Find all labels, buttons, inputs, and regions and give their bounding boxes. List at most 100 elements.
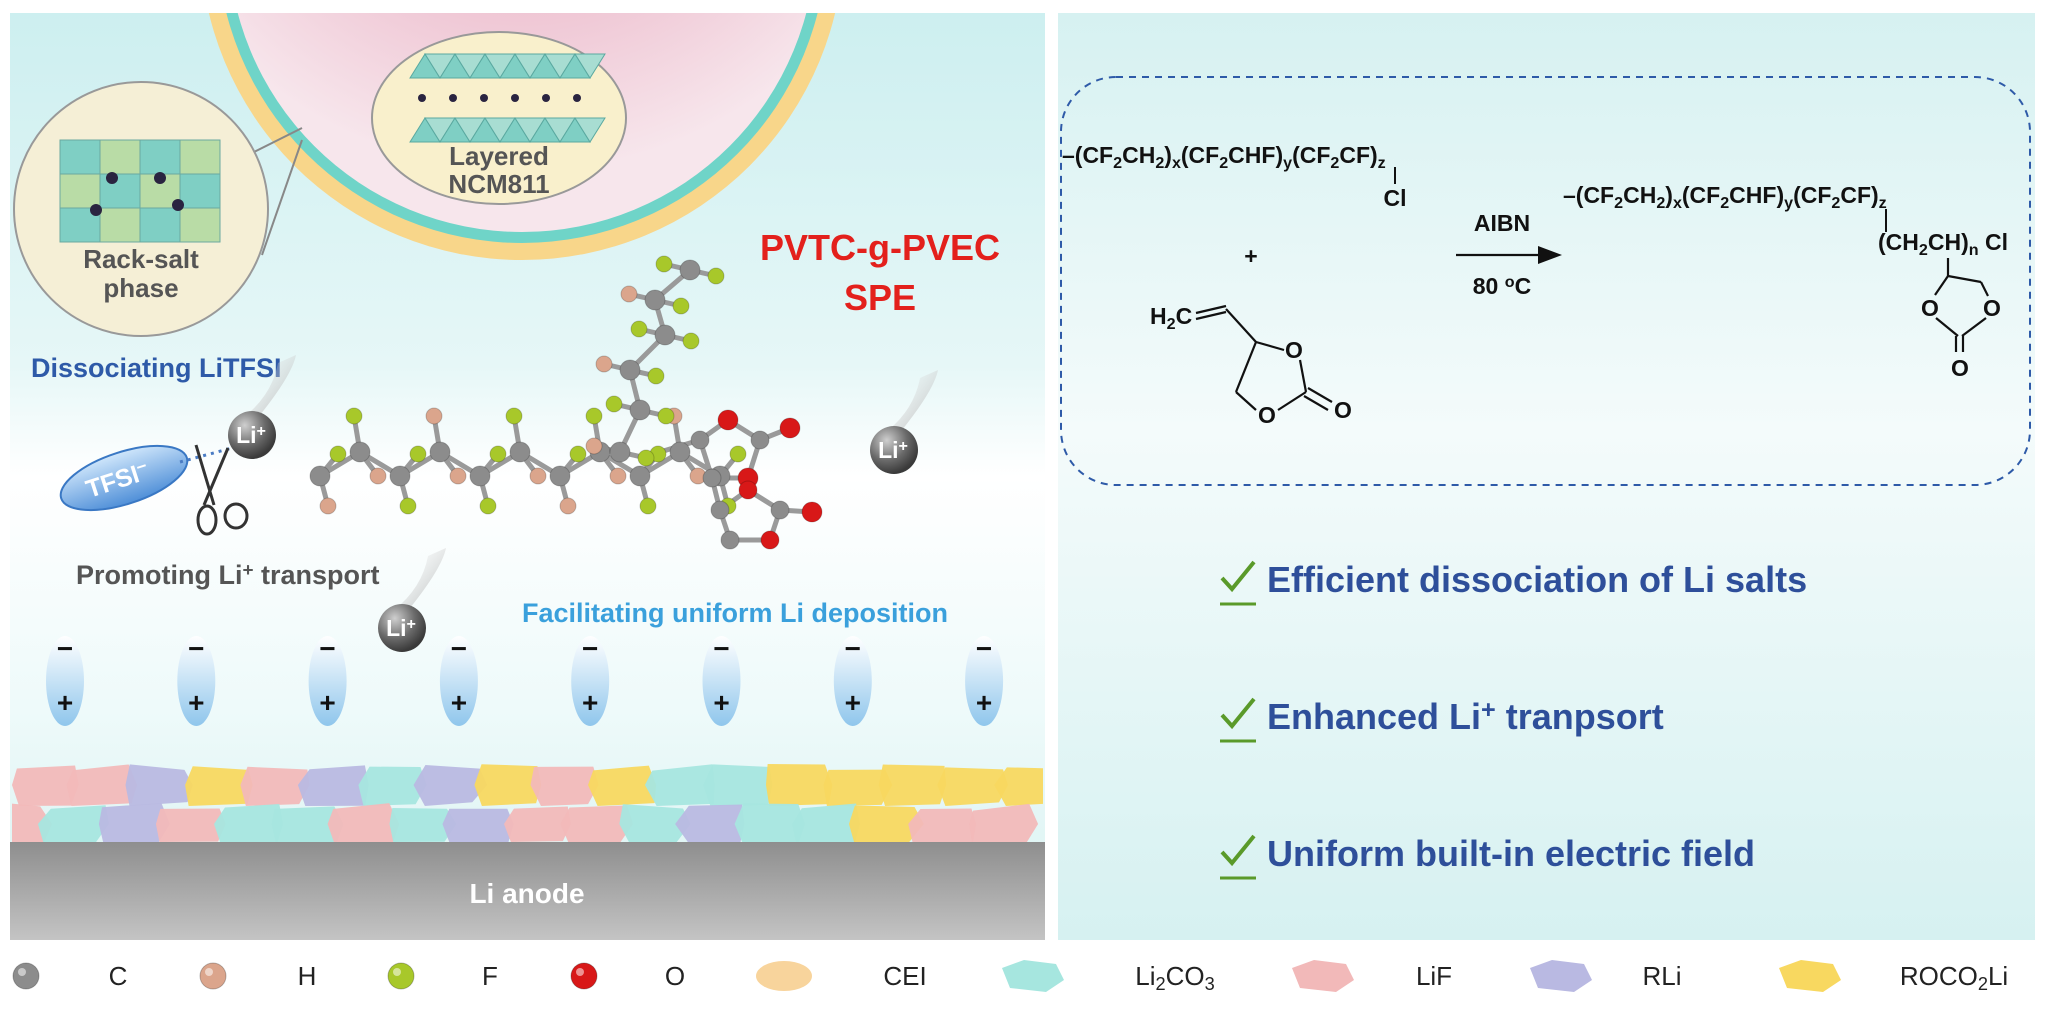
text-segment: ROCO xyxy=(1900,961,1978,991)
grain xyxy=(644,764,715,806)
grain xyxy=(271,806,344,842)
atom xyxy=(801,501,823,523)
grain xyxy=(503,806,571,842)
grain xyxy=(125,764,193,806)
atom xyxy=(319,497,337,515)
grain xyxy=(185,766,253,806)
grain xyxy=(848,805,924,842)
legend-highlight xyxy=(18,968,26,976)
grain xyxy=(878,764,947,806)
benefit-text: Enhanced Li+ tranpsort xyxy=(1267,696,1664,737)
atom xyxy=(655,255,673,273)
subscript: 2 xyxy=(1614,194,1623,212)
atom xyxy=(489,445,507,463)
ring-oxygen: O xyxy=(1258,402,1276,428)
electrolyte-title: PVTC-g-PVEC xyxy=(760,227,1000,268)
text-segment: Li xyxy=(236,422,256,448)
li-site xyxy=(172,199,184,211)
promoting-label: Promoting Li+ transport xyxy=(76,560,380,591)
atom xyxy=(479,497,497,515)
superscript: + xyxy=(257,422,266,440)
atom xyxy=(654,324,676,346)
text-segment: H xyxy=(1150,303,1167,329)
text-segment: F xyxy=(482,961,498,991)
legend-swatch xyxy=(756,961,812,991)
text-segment: (CH xyxy=(1878,229,1919,255)
atom xyxy=(369,467,387,485)
legend-swatch xyxy=(387,962,415,990)
atom xyxy=(720,530,740,550)
subscript: n xyxy=(1969,241,1979,259)
subscript: z xyxy=(1378,154,1386,172)
atom xyxy=(425,407,443,425)
li-ion xyxy=(378,604,426,652)
cathode-label: NCM811 xyxy=(448,169,549,199)
li-site xyxy=(449,94,457,102)
atom xyxy=(505,407,523,425)
subscript: 2 xyxy=(1167,315,1176,333)
dipole-positive: + xyxy=(976,687,992,718)
grain xyxy=(792,803,861,842)
atom xyxy=(639,497,657,515)
plus: + xyxy=(1244,243,1257,269)
scissors xyxy=(194,444,249,536)
atom xyxy=(738,480,758,500)
text-segment: Li xyxy=(1135,961,1155,991)
legend-label: O xyxy=(665,961,685,991)
legend-swatch xyxy=(199,962,227,990)
atom xyxy=(717,409,739,431)
text-segment: ) xyxy=(1164,142,1172,168)
atom xyxy=(549,465,571,487)
subscript: 2 xyxy=(1156,974,1166,994)
subscript: y xyxy=(1784,194,1793,212)
atom xyxy=(669,441,691,463)
atom xyxy=(509,441,531,463)
text-segment: (CF xyxy=(1682,182,1720,208)
dipole xyxy=(46,636,84,726)
ring-oxygen: O xyxy=(1921,295,1939,321)
text-segment: O xyxy=(665,961,685,991)
atom xyxy=(760,530,780,550)
legend-highlight xyxy=(393,968,401,976)
atom xyxy=(770,500,790,520)
legend-swatch xyxy=(1292,960,1354,992)
li-site xyxy=(511,94,519,102)
legend-swatch xyxy=(12,962,40,990)
atom xyxy=(309,465,331,487)
text-segment: CF) xyxy=(1339,142,1377,168)
condition: 80 oC xyxy=(1473,273,1531,299)
grain xyxy=(37,805,109,842)
subscript: y xyxy=(1283,154,1292,172)
rock-salt-cell xyxy=(179,139,221,175)
rock-salt-cell xyxy=(179,207,221,243)
rock-salt-label: Rack-salt xyxy=(83,244,199,274)
dipole-positive: + xyxy=(57,687,73,718)
atom xyxy=(349,441,371,463)
legend-label: H xyxy=(298,961,317,991)
legend-swatch xyxy=(1530,960,1592,992)
grain xyxy=(98,803,170,842)
product-formula: –(CF2CH2)x(CF2CHF)y(CF2CF)z xyxy=(1563,182,1887,212)
atom xyxy=(657,407,675,425)
li-site xyxy=(154,172,166,184)
subscript: 2 xyxy=(1219,154,1228,172)
atom xyxy=(399,497,417,515)
grain xyxy=(734,803,805,842)
atom xyxy=(605,395,623,413)
li-ion-label: Li+ xyxy=(236,422,266,448)
interphase-layer xyxy=(12,764,1043,842)
text-segment: 80 xyxy=(1473,273,1505,299)
grain xyxy=(358,766,427,806)
dipole-negative: − xyxy=(57,633,73,664)
text-segment: (CF xyxy=(1181,142,1219,168)
product-ring xyxy=(1934,258,1989,352)
dipole-negative: − xyxy=(976,633,992,664)
rock-salt-cell xyxy=(99,139,141,175)
atom xyxy=(629,399,651,421)
atom xyxy=(690,430,710,450)
rock-salt-cell xyxy=(59,173,101,209)
grain xyxy=(765,764,833,806)
atom xyxy=(630,320,648,338)
grain xyxy=(530,766,599,806)
grain xyxy=(560,805,633,842)
